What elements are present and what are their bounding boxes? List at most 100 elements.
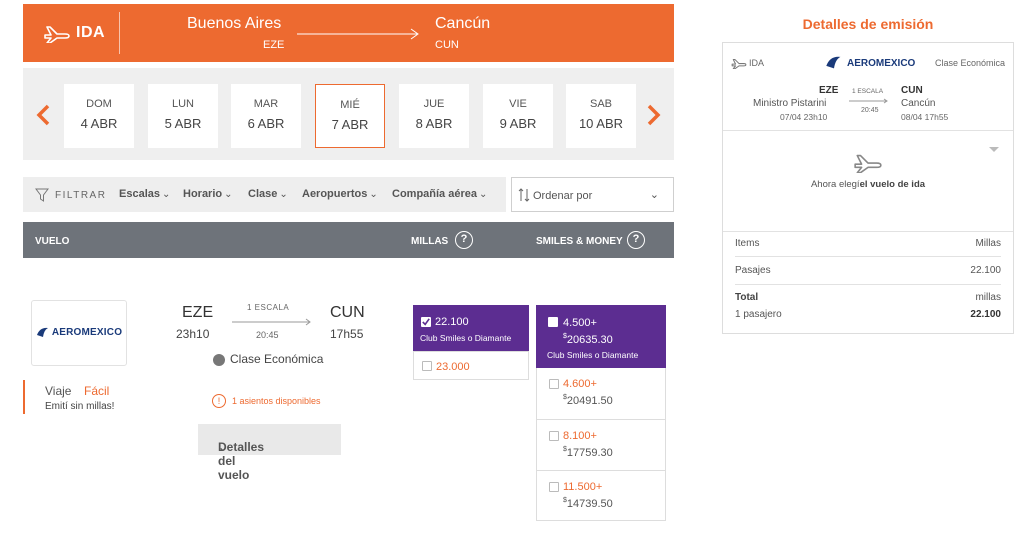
promo-viaje: Viaje <box>45 384 72 398</box>
plane-icon <box>731 59 747 69</box>
summary-stops: 1 ESCALA <box>852 88 884 95</box>
currency-symbol: $ <box>563 333 567 340</box>
flight-arrival-time: 17h55 <box>330 327 364 341</box>
seats-available: 1 asientos disponibles <box>232 396 321 406</box>
divider <box>735 256 1001 257</box>
flight-details-button[interactable]: Detalles del vuelo ⌄ <box>198 424 341 482</box>
chevron-down-icon: ⌄ <box>649 189 659 201</box>
total-label: Total <box>735 292 759 303</box>
smiles-money-option[interactable]: 4.600+ $20491.50 <box>537 368 665 419</box>
filter-label: FILTRAR <box>55 190 107 201</box>
checkbox-icon[interactable] <box>549 482 559 492</box>
date-value: 6 ABR <box>247 116 285 131</box>
date-card[interactable]: MAR 6 ABR <box>231 84 301 148</box>
total-value-row: 1 pasajero 22.100 <box>735 309 1001 320</box>
divider <box>735 284 1001 285</box>
date-card-selected[interactable]: MIÉ 7 ABR <box>315 84 385 148</box>
summary-origin-code: EZE <box>819 85 839 96</box>
alert-icon: ! <box>212 394 226 408</box>
help-icon[interactable]: ? <box>455 231 473 249</box>
sort-select[interactable]: Ordenar por ⌄ <box>511 177 674 212</box>
flight-stops: 1 ESCALA <box>247 303 290 312</box>
promo-subtitle: Emití sin millas! <box>45 401 115 412</box>
millas-option[interactable]: 23.000 <box>413 351 529 380</box>
help-icon[interactable]: ? <box>627 231 645 249</box>
date-value: 10 ABR <box>578 116 624 131</box>
money-amount: 20635.30 <box>566 334 613 346</box>
checkbox-icon[interactable] <box>422 361 432 371</box>
divider <box>723 231 1013 232</box>
chevron-right-icon[interactable] <box>646 104 662 126</box>
filter-compania[interactable]: Compañía aérea ⌄ <box>392 188 487 200</box>
origin-code: EZE <box>263 39 285 51</box>
checkbox-checked-icon[interactable] <box>421 317 431 327</box>
message-text: Ahora elegí <box>810 179 860 190</box>
summary-destination-code: CUN <box>901 85 923 96</box>
passengers-count: 1 pasajero <box>735 309 782 320</box>
date-day: SAB <box>589 98 612 110</box>
direction-label: IDA <box>76 24 106 41</box>
date-value: 4 ABR <box>80 116 118 131</box>
filter-horario[interactable]: Horario ⌄ <box>183 188 233 200</box>
smiles-money-option-selected[interactable]: 4.500+ $20635.30 Club Smiles o Diamante <box>536 305 666 368</box>
flight-departure-time: 23h10 <box>176 327 210 341</box>
date-value: 9 ABR <box>499 116 537 131</box>
col-millas: MILLAS <box>411 236 449 247</box>
promo-facil: Fácil <box>84 384 110 398</box>
checkbox-icon[interactable] <box>549 431 559 441</box>
date-card[interactable]: VIE 9 ABR <box>483 84 553 148</box>
aeromexico-logo-icon <box>37 327 48 337</box>
date-day: VIE <box>509 98 527 110</box>
flight-details-label: Detalles del vuelo <box>218 440 265 482</box>
airline-logo-box: AEROMEXICO <box>31 300 127 366</box>
smiles-money-option[interactable]: 11.500+ $14739.50 <box>537 470 665 521</box>
flight-destination: CUN <box>330 304 365 321</box>
date-card[interactable]: SAB 10 ABR <box>566 84 636 148</box>
date-card[interactable]: JUE 8 ABR <box>399 84 469 148</box>
millas-label: Millas <box>975 238 1001 249</box>
caret-down-icon[interactable] <box>989 147 999 152</box>
destination-code: CUN <box>435 39 459 51</box>
divider <box>723 130 1013 131</box>
filter-escalas-label: Escalas <box>119 188 160 200</box>
summary-card: IDA AEROMEXICO Clase Económica EZE Minis… <box>722 42 1014 334</box>
chevron-down-icon: ⌄ <box>161 189 171 200</box>
seat-class-icon <box>213 354 225 366</box>
arrow-right-icon <box>232 318 311 326</box>
funnel-icon <box>35 188 49 202</box>
summary-airline: AEROMEXICO <box>847 58 916 69</box>
filter-aeropuertos[interactable]: Aeropuertos ⌄ <box>302 188 378 200</box>
checkbox-icon[interactable] <box>549 379 559 389</box>
money-value: $20491.50 <box>563 394 613 407</box>
millas-value: 23.000 <box>436 361 470 373</box>
chevron-down-icon: ⌄ <box>224 189 233 200</box>
flight-duration: 20:45 <box>256 330 279 340</box>
checkbox-icon[interactable] <box>548 317 558 327</box>
smiles-money-option[interactable]: 8.100+ $17759.30 <box>537 419 665 470</box>
sort-label: Ordenar por <box>533 190 593 202</box>
date-card[interactable]: DOM 4 ABR <box>64 84 134 148</box>
money-amount: 17759.30 <box>566 447 613 459</box>
date-day: DOM <box>86 98 112 110</box>
miles-value: 11.500+ <box>563 481 603 493</box>
chevron-down-icon: ⌄ <box>218 440 229 454</box>
aeromexico-logo-icon <box>826 56 841 69</box>
date-card[interactable]: LUN 5 ABR <box>148 84 218 148</box>
miles-value: 4.600+ <box>563 378 597 390</box>
summary-message: Ahora elegíel vuelo de ida <box>723 179 1013 190</box>
money-value: $20635.30 <box>563 333 613 346</box>
origin-city: Buenos Aires <box>187 15 282 32</box>
date-value: 7 ABR <box>331 117 369 132</box>
destination-city: Cancún <box>435 15 491 32</box>
pasajes-value: 22.100 <box>970 265 1001 276</box>
col-smiles-money: SMILES & MONEY <box>536 236 623 247</box>
club-label: Club Smiles o Diamante <box>420 333 512 343</box>
miles-value: 4.500+ <box>563 317 597 329</box>
date-day: MAR <box>253 98 279 110</box>
chevron-left-icon[interactable] <box>35 104 51 126</box>
filter-clase-label: Clase <box>248 188 278 200</box>
filter-escalas[interactable]: Escalas ⌄ <box>119 188 170 200</box>
millas-option-selected[interactable]: 22.100 Club Smiles o Diamante <box>413 305 529 351</box>
filter-clase[interactable]: Clase ⌄ <box>248 188 288 200</box>
club-label: Club Smiles o Diamante <box>547 350 639 360</box>
